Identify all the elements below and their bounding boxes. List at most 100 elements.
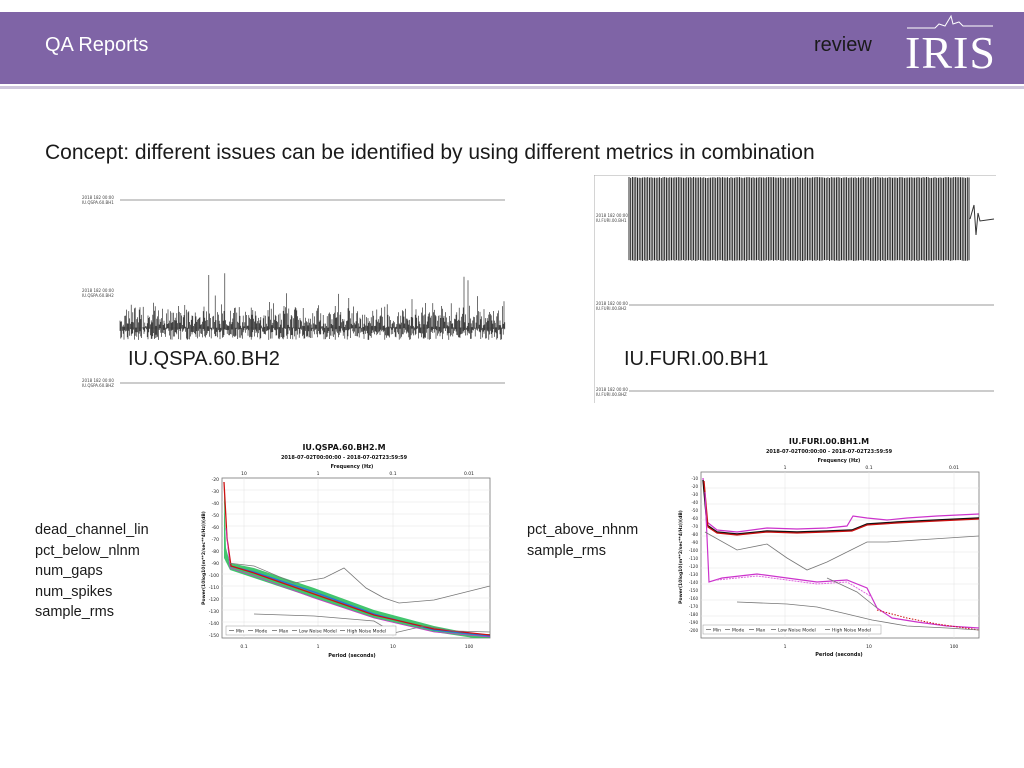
clipped-trace [628, 177, 970, 261]
metric-item: sample_rms [527, 542, 606, 559]
psd-y-tick: -110 [689, 556, 699, 561]
psd-y-tick: -160 [689, 596, 699, 601]
psd-y-tick: -80 [212, 549, 219, 555]
psd-top-axis-label: Frequency (Hz) [331, 464, 374, 470]
psd-top-tick: 1 [784, 465, 787, 471]
psd-bottom-tick: 100 [465, 644, 474, 650]
psd-y-tick: -20 [691, 484, 698, 489]
psd-top-tick: 0.1 [865, 465, 872, 471]
legend-item: Min [236, 629, 244, 635]
psd-y-tick: -130 [209, 609, 219, 615]
psd-y-tick: -10 [691, 476, 698, 481]
psd-bottom-tick: 1 [784, 644, 787, 650]
svg-text:2018 182 00:00: 2018 182 00:00 [596, 387, 628, 392]
legend-item: Min [713, 628, 721, 634]
logo-skyline-icon [907, 14, 993, 29]
station-label-qspa: IU.QSPA.60.BH2 [128, 348, 280, 370]
metrics-list-furi: pct_above_nhnm sample_rms [527, 520, 638, 561]
psd-y-tick: -140 [689, 580, 699, 585]
psd-bottom-tick: 100 [950, 644, 959, 650]
psd-y-tick: -150 [689, 588, 699, 593]
legend-item: Mode [732, 628, 744, 634]
psd-y-tick: -180 [689, 612, 699, 617]
svg-text:IU.FURI.00.BH2: IU.FURI.00.BH2 [596, 306, 627, 311]
psd-y-tick: -40 [212, 501, 219, 507]
psd-y-tick: -200 [689, 628, 699, 633]
svg-text:2018 182 00:00: 2018 182 00:00 [596, 213, 628, 218]
waveform-panel-furi: 2018 182 00:00 IU.FURI.00.BH1 2018 182 0… [594, 175, 996, 403]
section-tag: review [814, 34, 872, 56]
psd-y-tick: -70 [691, 524, 698, 529]
header-bar [0, 12, 1024, 84]
psd-legend [225, 625, 397, 636]
legend-item: High Noise Model [347, 629, 386, 635]
psd-bottom-tick: 10 [866, 644, 872, 650]
psd-y-tick: -100 [689, 548, 699, 553]
psd-y-axis-label: Power(10log10(m**2/sec**4/Hz))(dB) [678, 510, 684, 604]
psd-y-tick: -80 [691, 532, 698, 537]
metric-item: num_spikes [35, 583, 113, 600]
header-divider [0, 86, 1024, 89]
psd-y-tick: -20 [212, 477, 219, 483]
psd-bottom-tick: 10 [390, 644, 396, 650]
waveform-panel-qspa: 2018 182 00:00 IU.QSPA.60.BH1 2018 182 0… [82, 195, 506, 388]
psd-y-axis-label: Power(10log10(m**2/sec**4/Hz))(dB) [201, 511, 207, 605]
legend-item: Low Noise Model [778, 628, 816, 634]
psd-plot-qspa: IU.QSPA.60.BH2.M 2018-07-02T00:00:00 - 2… [194, 438, 494, 660]
metric-item: pct_below_nlnm [35, 542, 140, 559]
psd-y-tick: -190 [689, 620, 699, 625]
psd-y-tick: -50 [691, 508, 698, 513]
page-title: QA Reports [45, 34, 149, 56]
psd-y-tick: -70 [212, 537, 219, 543]
svg-text:IU.FURI.00.BHZ: IU.FURI.00.BHZ [596, 392, 627, 397]
psd-top-tick: 0.01 [464, 471, 474, 477]
psd-y-tick: -100 [209, 573, 219, 579]
svg-text:2018 182 00:00: 2018 182 00:00 [82, 378, 114, 383]
low-noise-model-line [736, 601, 980, 631]
psd-y-tick: -50 [212, 513, 219, 519]
high-noise-model-line [704, 531, 980, 571]
psd-top-tick: 1 [317, 471, 320, 477]
psd-title: IU.QSPA.60.BH2.M [302, 443, 385, 452]
psd-bottom-axis-label: Period (seconds) [328, 653, 375, 659]
legend-item: Low Noise Model [299, 629, 337, 635]
noisy-trace [119, 273, 506, 340]
psd-legend [702, 624, 882, 635]
svg-text:2018 182 00:00: 2018 182 00:00 [596, 301, 628, 306]
svg-text:IU.QSPA.60.BH1: IU.QSPA.60.BH1 [82, 200, 114, 205]
svg-text:IU.QSPA.60.BHZ: IU.QSPA.60.BHZ [82, 383, 114, 388]
high-noise-model-line [227, 562, 491, 604]
psd-y-tick: -60 [212, 525, 219, 531]
psd-subtitle: 2018-07-02T00:00:00 - 2018-07-02T23:59:5… [766, 449, 893, 455]
psd-title: IU.FURI.00.BH1.M [789, 437, 869, 446]
psd-bottom-tick: 1 [317, 644, 320, 650]
metric-item: pct_above_nhnm [527, 522, 639, 538]
psd-y-tick: -130 [689, 572, 699, 577]
psd-plot-furi: IU.FURI.00.BH1.M 2018-07-02T00:00:00 - 2… [677, 432, 982, 658]
station-label-furi: IU.FURI.00.BH1 [624, 348, 769, 370]
psd-top-tick: 10 [241, 471, 247, 477]
logo-text: IRIS [905, 27, 996, 78]
psd-top-tick: 0.01 [949, 465, 959, 471]
psd-y-tick: -170 [689, 604, 699, 609]
psd-y-tick: -110 [209, 585, 219, 591]
psd-top-axis-label: Frequency (Hz) [818, 458, 861, 464]
legend-item: Max [756, 628, 766, 634]
psd-y-tick: -60 [691, 516, 698, 521]
iris-logo: IRIS [905, 12, 995, 78]
psd-y-tick: -30 [212, 489, 219, 495]
legend-item: High Noise Model [832, 628, 871, 634]
svg-text:2018 182 00:00: 2018 182 00:00 [82, 195, 114, 200]
psd-y-tick: -120 [689, 564, 699, 569]
psd-y-tick: -150 [209, 633, 219, 639]
svg-text:IU.FURI.00.BH1: IU.FURI.00.BH1 [596, 218, 627, 223]
psd-y-tick: -90 [691, 540, 698, 545]
psd-mode-line [703, 480, 980, 536]
metric-item: sample_rms [35, 604, 114, 620]
psd-y-tick: -40 [691, 500, 698, 505]
metric-item: num_gaps [35, 563, 103, 579]
svg-text:2018 182 00:00: 2018 182 00:00 [82, 288, 114, 293]
metric-item: dead_channel_lin [35, 522, 149, 538]
metrics-list-qspa: dead_channel_lin pct_below_nlnm num_gaps… [35, 520, 149, 623]
psd-y-tick: -120 [209, 597, 219, 603]
